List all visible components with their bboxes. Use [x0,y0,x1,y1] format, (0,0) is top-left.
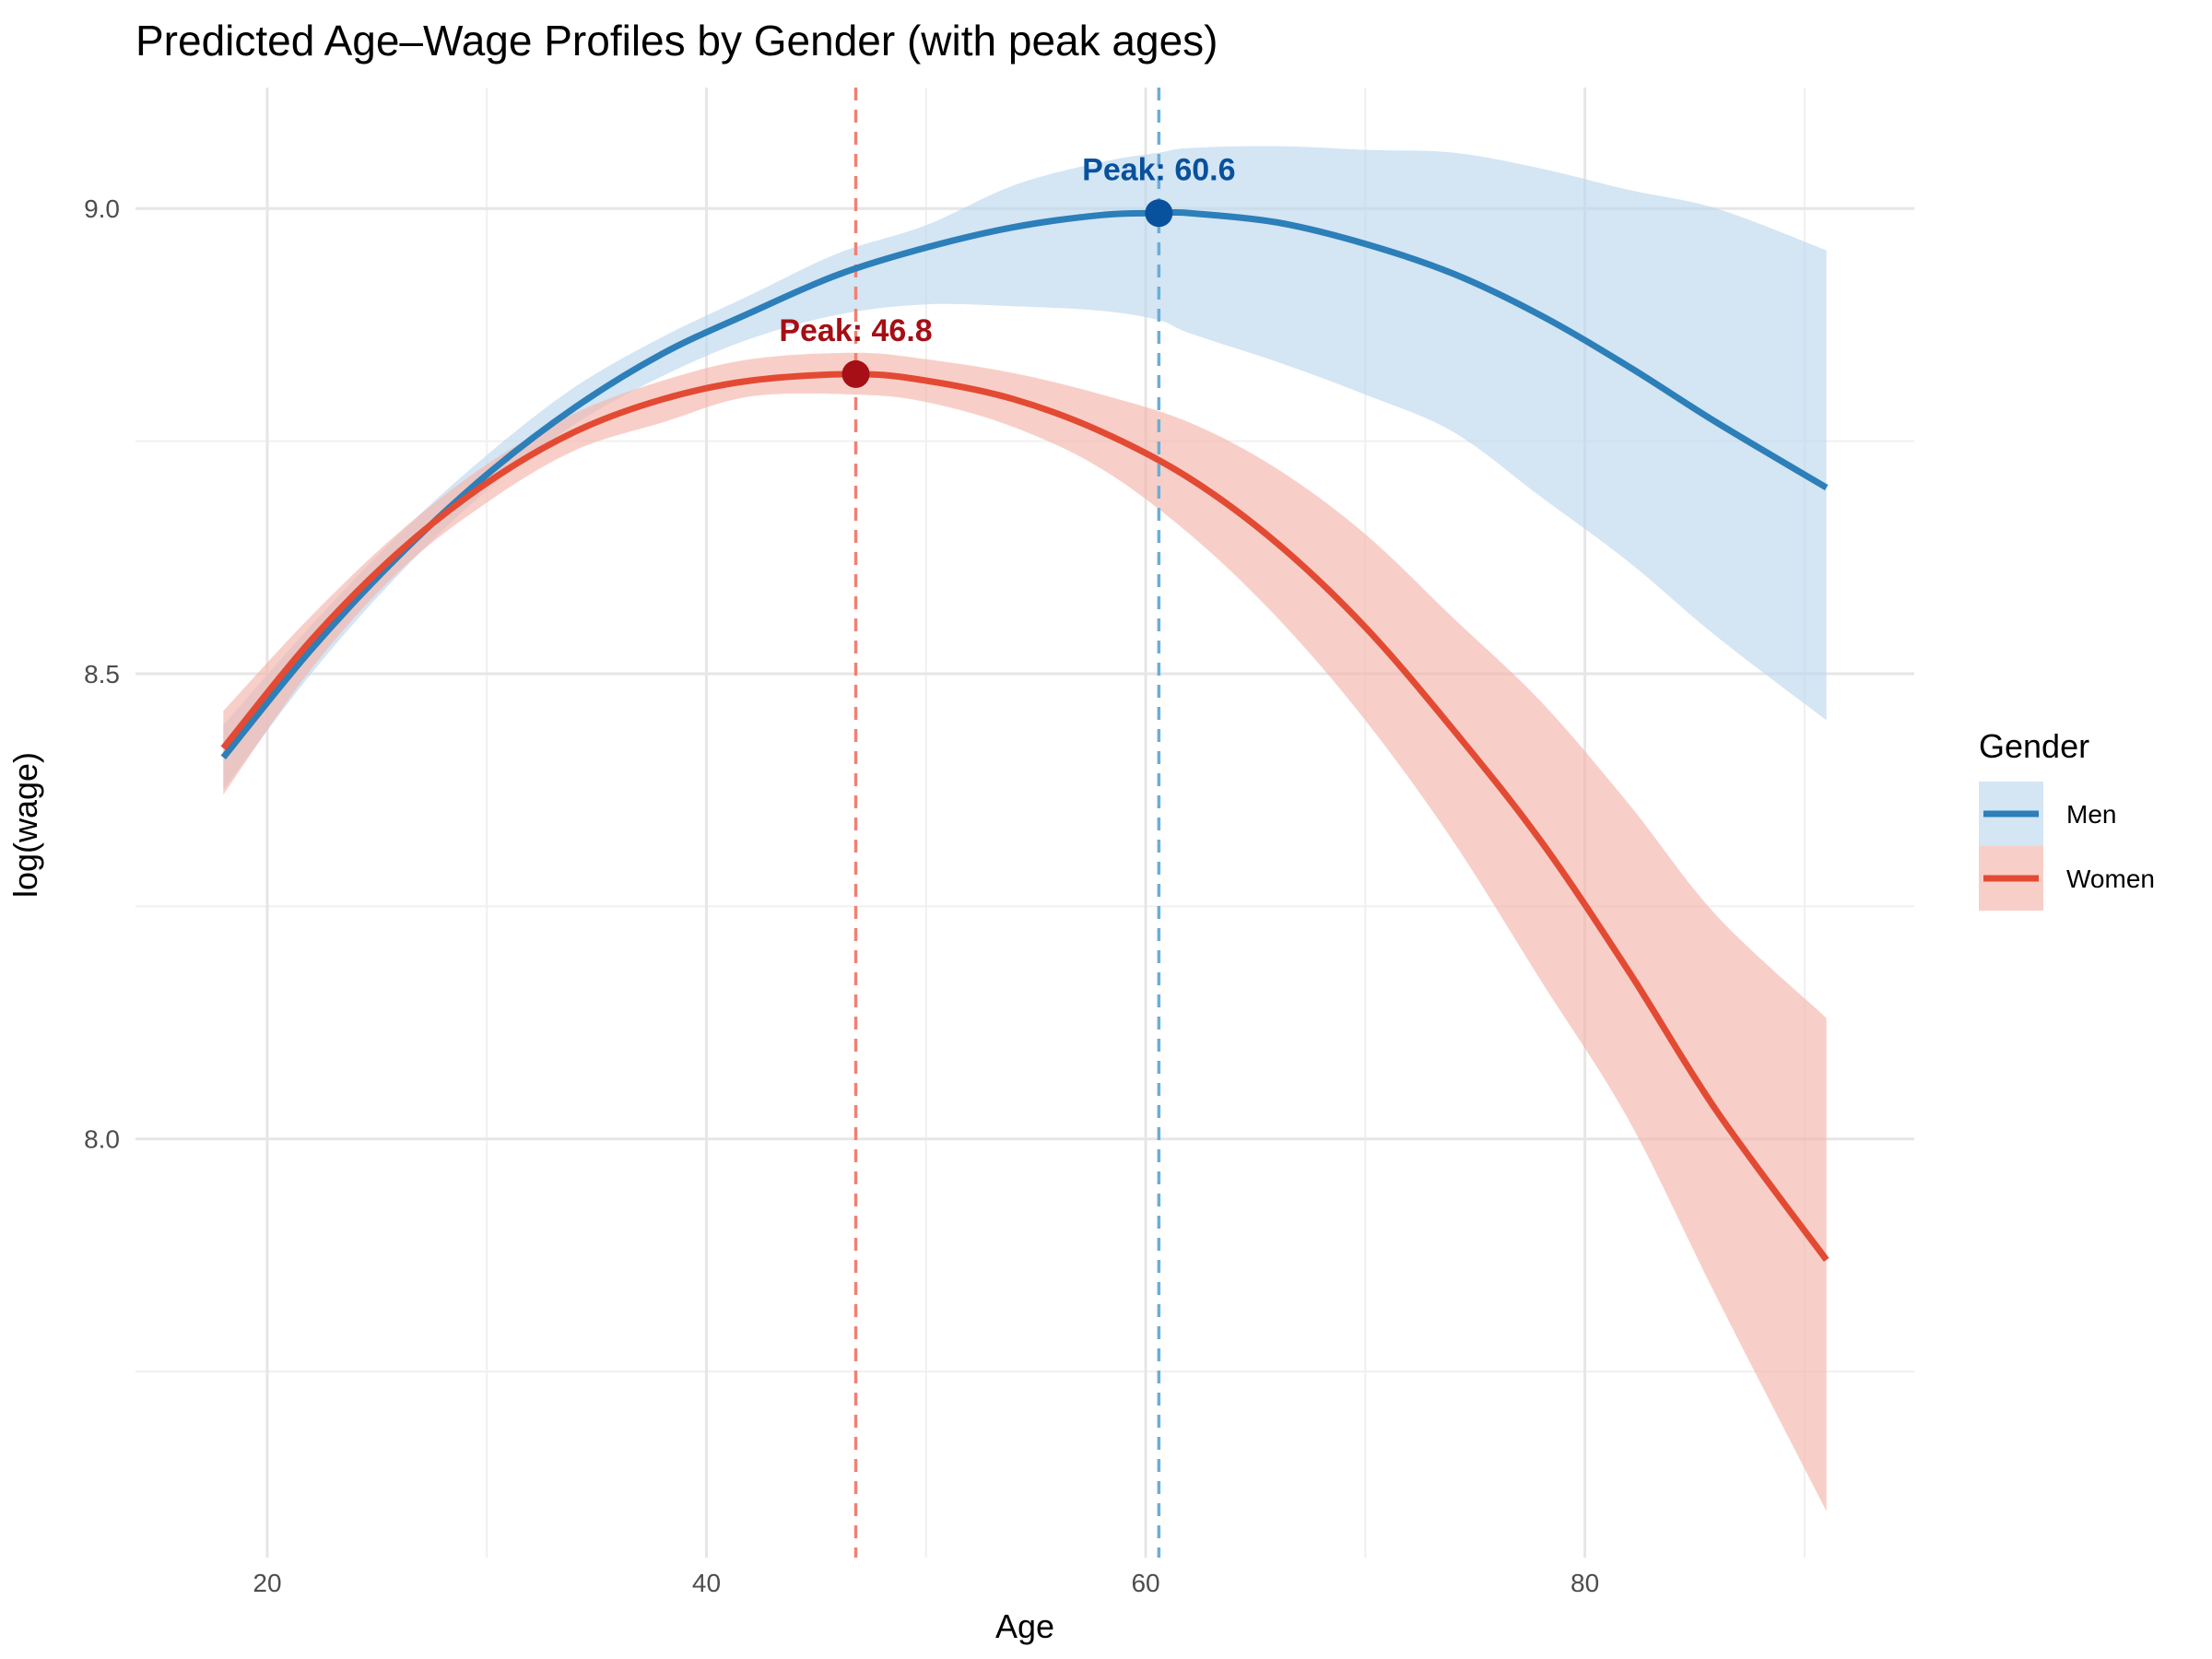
men-legend-label: Men [2066,800,2116,829]
men-line [220,208,1829,760]
peak-markers: Peak: 60.6 Peak: 46.8 [779,152,1236,388]
y-tick-label: 9.0 [84,194,120,223]
men-peak-label: Peak: 60.6 [1082,152,1235,187]
x-tick-label: 20 [253,1569,281,1597]
women-peak-point [841,359,870,388]
x-tick-label: 60 [1131,1569,1159,1597]
men-peak-point [1145,199,1173,228]
legend-title: Gender [1979,727,2089,765]
confidence-bands [223,146,1827,1512]
women-line [220,371,1830,1263]
y-axis-ticks: 8.0 8.5 9.0 [84,194,120,1153]
men-confidence-band [223,146,1827,791]
x-axis-ticks: 20 40 60 80 [253,1569,1599,1597]
legend: Gender Men Women [1979,727,2155,911]
y-axis-title: log(wage) [6,752,44,898]
women-legend-label: Women [2066,865,2155,893]
x-tick-label: 40 [692,1569,721,1597]
women-confidence-band [223,352,1827,1512]
y-tick-label: 8.0 [84,1125,120,1154]
x-tick-label: 80 [1571,1569,1599,1597]
women-peak-label: Peak: 46.8 [779,313,932,348]
y-tick-label: 8.5 [84,660,120,688]
chart-title: Predicted Age–Wage Profiles by Gender (w… [135,17,1218,65]
series-lines [220,208,1830,1263]
peak-reference-lines [853,88,1161,1558]
x-axis-title: Age [995,1607,1054,1645]
